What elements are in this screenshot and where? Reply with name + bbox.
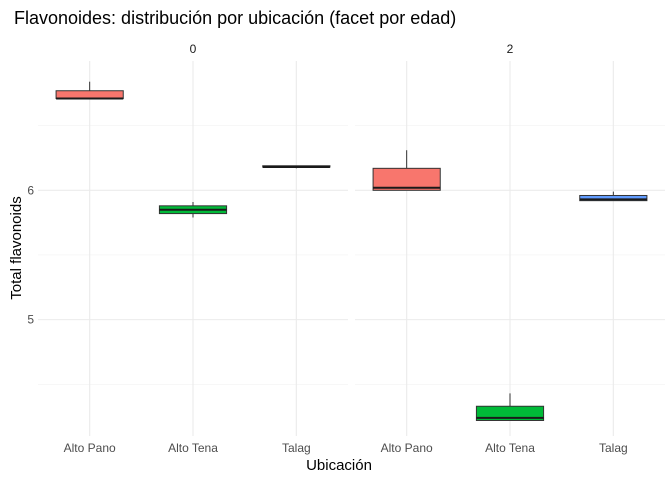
x-tick-label: Alto Pano: [381, 441, 433, 455]
x-axis-label: Ubicación: [306, 457, 372, 474]
y-tick-label: 6: [27, 183, 34, 197]
box-alto-pano: [372, 167, 441, 191]
box-talag: [579, 194, 648, 202]
facet-label: 0: [190, 42, 197, 56]
x-tick-label: Alto Tena: [168, 441, 218, 455]
box-alto-pano: [55, 90, 124, 99]
x-tick-label: Talag: [599, 441, 628, 455]
x-tick-label: Talag: [282, 441, 311, 455]
x-tick-label: Alto Pano: [64, 441, 116, 455]
chart-title: Flavonoides: distribución por ubicación …: [14, 8, 456, 28]
facet-label: 2: [507, 42, 514, 56]
y-tick-label: 5: [27, 313, 34, 327]
x-tick-label: Alto Tena: [485, 441, 535, 455]
y-axis-label: Total flavonoids: [8, 196, 25, 299]
